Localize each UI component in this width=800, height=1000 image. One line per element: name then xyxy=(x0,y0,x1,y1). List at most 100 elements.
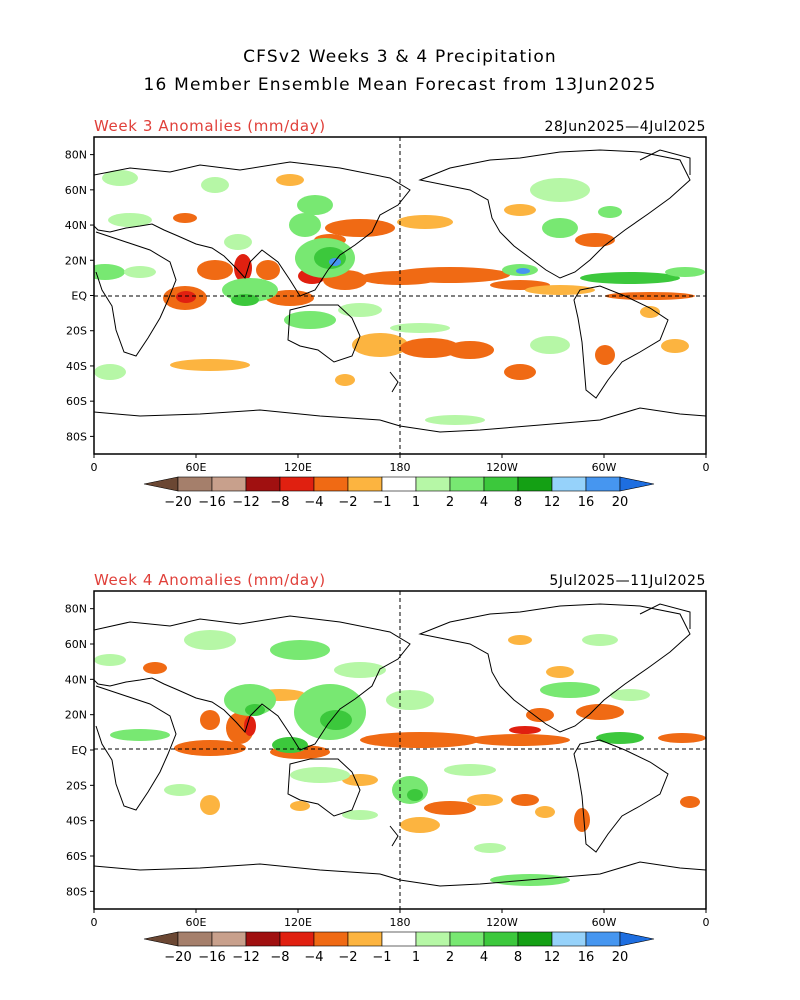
week3-lon-label: 120W xyxy=(486,461,518,474)
week4-colorbar-label: −2 xyxy=(338,950,357,965)
week4-coastlines xyxy=(94,603,706,887)
week3-axes: 80N 60N 40N 20N EQ 20S 40S 60S 80S 0 60E 120E 180 120… xyxy=(65,149,710,474)
week3-lat-label: 60S xyxy=(66,395,87,408)
week4-lat-label: 20N xyxy=(65,709,87,722)
week4-colorbar-label: −12 xyxy=(232,950,259,965)
week3-lat-label: 60N xyxy=(65,184,87,197)
week4-colorbar-swatch xyxy=(381,931,417,947)
week4-colorbar-swatch xyxy=(415,931,451,947)
week3-colorbar-swatch xyxy=(245,476,281,492)
week4-colorbar-arrow-right xyxy=(619,931,655,947)
week3-lat-label: 40S xyxy=(66,360,87,373)
week4-lat-label: 20S xyxy=(66,779,87,792)
week4-lon-label: 60E xyxy=(186,916,207,929)
week3-colorbar: −20 −16 −12 −8 −4 −2 −1 1 2 4 8 12 16 20 xyxy=(143,476,655,510)
week4-axes: 80N 60N 40N 20N EQ 20S 40S 60S 80S 0 60E 120E 180 120… xyxy=(65,603,710,929)
week4-lon-label: 120E xyxy=(284,916,312,929)
week3-colorbar-label: −4 xyxy=(304,495,323,510)
week4-colorbar-swatch xyxy=(279,931,315,947)
week4-colorbar-swatch xyxy=(449,931,485,947)
week4-wet-anomalies xyxy=(94,630,650,886)
week3-lat-label: 80S xyxy=(66,430,87,443)
week4-lon-label: 120W xyxy=(486,916,518,929)
week4-colorbar-label: 16 xyxy=(578,950,595,965)
week3-colorbar-arrow-left xyxy=(143,476,179,492)
week4-lon-label: 180 xyxy=(390,916,411,929)
week3-lat-label: 20S xyxy=(66,325,87,338)
week4-lat-label: 60N xyxy=(65,638,87,651)
week3-colorbar-swatch xyxy=(313,476,349,492)
week4-colorbar-label: 4 xyxy=(480,950,488,965)
week3-colorbar-label: −12 xyxy=(232,495,259,510)
week3-colorbar-swatch xyxy=(177,476,213,492)
week3-colorbar-swatch xyxy=(211,476,247,492)
week3-map: 80N 60N 40N 20N EQ 20S 40S 60S 80S 0 60E 120E 180 120… xyxy=(65,136,710,474)
week4-colorbar-swatch xyxy=(313,931,349,947)
week3-lat-label: 20N xyxy=(65,254,87,267)
week3-colorbar-swatch xyxy=(585,476,621,492)
week3-colorbar-label: −8 xyxy=(270,495,289,510)
week3-colorbar-swatch xyxy=(381,476,417,492)
week3-lat-label: 40N xyxy=(65,219,87,232)
week4-colorbar-label: 8 xyxy=(514,950,522,965)
week4-lat-label: 80N xyxy=(65,603,87,616)
week3-colorbar-label: 2 xyxy=(446,495,454,510)
week4-colorbar-swatch xyxy=(483,931,519,947)
week3-colorbar-label: −20 xyxy=(164,495,191,510)
week3-colorbar-swatch xyxy=(347,476,383,492)
week3-colorbar-label: 4 xyxy=(480,495,488,510)
week4-colorbar-swatch xyxy=(517,931,553,947)
week3-panel-title: Week 3 Anomalies (mm/day) xyxy=(94,117,326,135)
week3-colorbar-label: 1 xyxy=(412,495,420,510)
week4-colorbar-label: 2 xyxy=(446,950,454,965)
week4-lat-label: 60S xyxy=(66,850,87,863)
week4-colorbar-swatch xyxy=(177,931,213,947)
week3-lon-label: 180 xyxy=(390,461,411,474)
week3-colorbar-label: −16 xyxy=(198,495,225,510)
week4-lat-label: EQ xyxy=(71,744,87,757)
week4-colorbar-swatch xyxy=(585,931,621,947)
week3-colorbar-label: −2 xyxy=(338,495,357,510)
week3-colorbar-label: 8 xyxy=(514,495,522,510)
week3-colorbar-swatch xyxy=(551,476,587,492)
week4-colorbar-label: 1 xyxy=(412,950,420,965)
week3-anomaly-shading xyxy=(94,170,705,425)
week4-colorbar-label: −1 xyxy=(372,950,391,965)
week4-lat-label: 80S xyxy=(66,885,87,898)
map-title-line1: CFSv2 Weeks 3 & 4 Precipitation xyxy=(243,47,557,67)
week3-colorbar-swatch xyxy=(483,476,519,492)
week3-coastlines xyxy=(94,149,706,433)
map-title-line2: 16 Member Ensemble Mean Forecast from 13… xyxy=(143,75,657,95)
week4-colorbar-swatch xyxy=(211,931,247,947)
week4-colorbar-label: 12 xyxy=(544,950,561,965)
week4-date-range: 5Jul2025—11Jul2025 xyxy=(549,573,706,589)
week4-colorbar-swatch xyxy=(551,931,587,947)
week3-colorbar-label: 16 xyxy=(578,495,595,510)
week4-colorbar-arrow-left xyxy=(143,931,179,947)
week4-colorbar-label: −20 xyxy=(164,950,191,965)
week3-colorbar-swatch xyxy=(449,476,485,492)
week4-map: 80N 60N 40N 20N EQ 20S 40S 60S 80S 0 60E 120E 180 120… xyxy=(65,590,710,929)
week4-lon-label: 0 xyxy=(91,916,98,929)
week3-lon-label: 0 xyxy=(703,461,710,474)
week3-lat-label: EQ xyxy=(71,290,87,303)
week4-colorbar-label: 20 xyxy=(612,950,629,965)
week4-lat-label: 40N xyxy=(65,673,87,686)
week3-lon-label: 120E xyxy=(284,461,312,474)
week3-dry-anomalies xyxy=(163,174,695,386)
week4-colorbar-label: −16 xyxy=(198,950,225,965)
week4-lat-label: 40S xyxy=(66,815,87,828)
week4-colorbar-label: −8 xyxy=(270,950,289,965)
week3-colorbar-label: 12 xyxy=(544,495,561,510)
week3-colorbar-label: −1 xyxy=(372,495,391,510)
week3-colorbar-swatch xyxy=(279,476,315,492)
week3-lat-label: 80N xyxy=(65,149,87,162)
week3-colorbar-label: 20 xyxy=(612,495,629,510)
week3-colorbar-swatch xyxy=(415,476,451,492)
week3-lon-label: 60W xyxy=(592,461,617,474)
week3-date-range: 28Jun2025—4Jul2025 xyxy=(544,119,706,135)
week4-colorbar-swatch xyxy=(245,931,281,947)
week4-lon-label: 0 xyxy=(703,916,710,929)
week4-panel-title: Week 4 Anomalies (mm/day) xyxy=(94,571,326,589)
week3-lon-label: 0 xyxy=(91,461,98,474)
